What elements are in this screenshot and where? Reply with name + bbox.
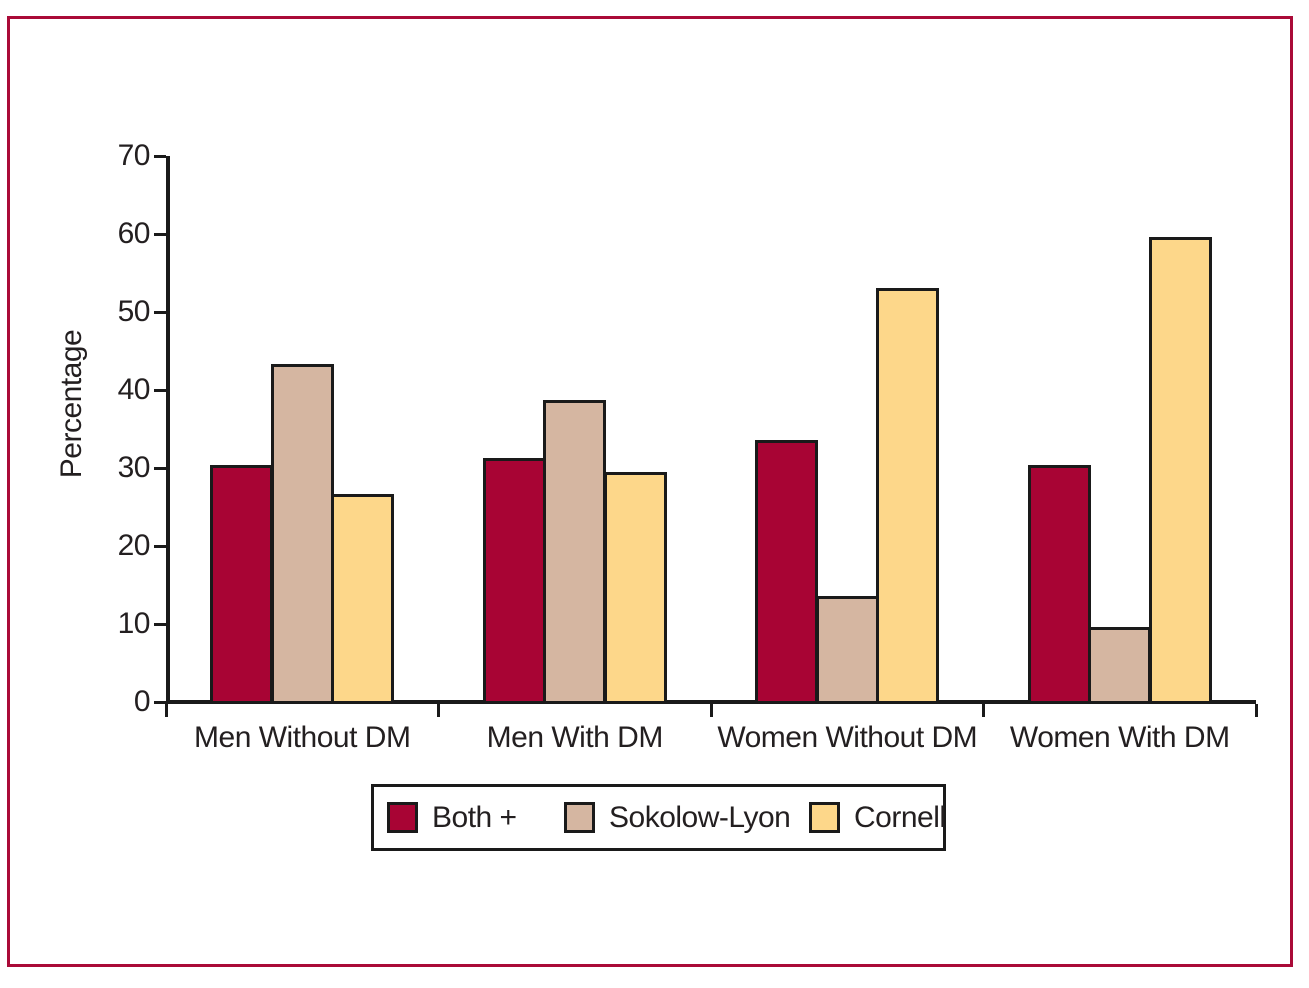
x-axis-tick [164,704,168,717]
x-category-label: Men With DM [486,721,664,754]
y-tick-label: 40 [117,373,151,406]
y-axis-tick [154,466,166,470]
legend-swatch [387,802,418,833]
bar-cornell [603,471,667,704]
y-axis-tick [154,388,166,392]
y-axis-line [166,156,170,704]
y-axis-tick [154,154,166,158]
legend-label: Sokolow-Lyon [609,800,791,834]
x-category-label: Women With DM [1009,721,1230,754]
y-axis-tick [154,622,166,626]
y-axis-tick [154,232,166,236]
bar-both [482,457,546,704]
x-axis-tick [437,704,440,717]
bar-sokolow-lyon [815,595,879,704]
y-axis-tick [154,700,166,704]
chart-legend: Both + Sokolow-Lyon Cornell [371,784,946,851]
x-category-label: Men Without DM [194,721,411,754]
y-tick-label: 30 [117,451,151,484]
legend-swatch [809,802,840,833]
figure-border [7,16,1293,967]
bar-both [210,464,274,704]
bar-cornell [331,493,395,704]
bar-sokolow-lyon [1088,627,1152,704]
legend-item: Sokolow-Lyon [564,800,791,835]
y-tick-label: 70 [117,139,151,172]
y-axis-tick [154,310,166,314]
x-axis-tick [982,704,985,717]
bar-cornell [1148,237,1212,704]
y-axis-tick [154,544,166,548]
legend-swatch [564,802,595,833]
bar-both [1027,464,1091,704]
y-tick-label: 60 [117,217,151,250]
x-axis-tick [1254,704,1258,717]
bar-both [755,439,819,704]
legend-item: Both + [387,801,517,835]
legend-label: Cornell [854,800,946,834]
y-tick-label: 0 [133,685,151,718]
x-axis-tick [709,704,713,717]
y-tick-label: 50 [117,295,151,328]
bar-sokolow-lyon [543,400,607,704]
y-tick-label: 10 [117,607,151,640]
x-category-label: Women Without DM [717,721,978,754]
legend-label: Both + [432,800,517,834]
y-tick-label: 20 [117,529,151,562]
bar-cornell [876,287,940,704]
x-axis-line [166,700,1256,704]
legend-item: Cornell [809,801,946,835]
bar-sokolow-lyon [270,364,334,704]
